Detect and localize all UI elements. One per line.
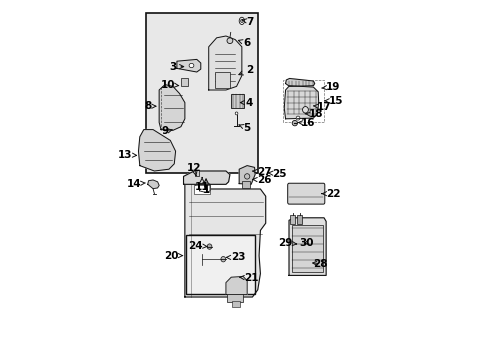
Ellipse shape [235,112,237,115]
Polygon shape [159,85,184,130]
Text: 20: 20 [163,251,183,261]
Polygon shape [284,86,318,119]
Bar [185,235,255,294]
Text: 22: 22 [321,189,340,199]
Text: 17: 17 [313,102,330,112]
Text: 26: 26 [252,175,271,185]
Text: 14: 14 [126,179,145,189]
Polygon shape [285,78,314,86]
Text: 16: 16 [297,118,315,128]
Ellipse shape [292,120,297,126]
Ellipse shape [189,63,193,68]
Bar [291,225,323,272]
Polygon shape [208,36,242,90]
Text: 12: 12 [186,163,201,176]
Bar [231,94,244,108]
Bar [231,301,239,307]
Text: 13: 13 [117,150,136,160]
Bar [289,215,295,224]
Text: 15: 15 [324,96,343,106]
FancyBboxPatch shape [287,183,324,204]
Bar [215,72,229,88]
Bar [242,181,249,188]
Bar [194,170,199,176]
Polygon shape [288,218,325,275]
Text: 21: 21 [239,273,258,283]
Text: 23: 23 [226,252,244,262]
Text: 24: 24 [187,240,206,251]
Text: 1: 1 [202,179,209,195]
Ellipse shape [302,107,308,113]
Bar [181,78,188,86]
Ellipse shape [207,244,211,249]
Polygon shape [147,180,159,189]
Text: 25: 25 [268,168,286,179]
Ellipse shape [221,256,225,262]
Bar [296,215,302,224]
Text: 5: 5 [239,123,250,133]
Text: 8: 8 [143,101,156,111]
Ellipse shape [244,174,249,179]
Text: 18: 18 [305,109,323,120]
Ellipse shape [226,38,232,44]
Polygon shape [199,183,210,193]
Polygon shape [184,184,265,297]
Text: 4: 4 [240,98,253,108]
Polygon shape [138,130,175,171]
Polygon shape [177,59,201,72]
Text: 19: 19 [321,82,340,92]
Text: 3: 3 [169,62,183,72]
Text: 9: 9 [162,126,172,136]
Text: 2: 2 [238,65,253,75]
Polygon shape [239,166,255,184]
Text: 27: 27 [252,167,271,177]
Ellipse shape [240,19,243,23]
Text: 11: 11 [194,177,209,192]
Polygon shape [183,171,229,184]
Bar [227,294,243,302]
Ellipse shape [239,17,244,24]
Text: 10: 10 [161,80,178,90]
Bar [146,13,257,173]
Ellipse shape [296,116,299,120]
Text: 30: 30 [298,238,313,248]
Polygon shape [225,276,246,294]
Text: 6: 6 [238,38,250,48]
Text: 29: 29 [277,238,296,248]
Text: 28: 28 [312,258,326,269]
Text: 7: 7 [242,17,253,27]
Bar [194,185,210,194]
